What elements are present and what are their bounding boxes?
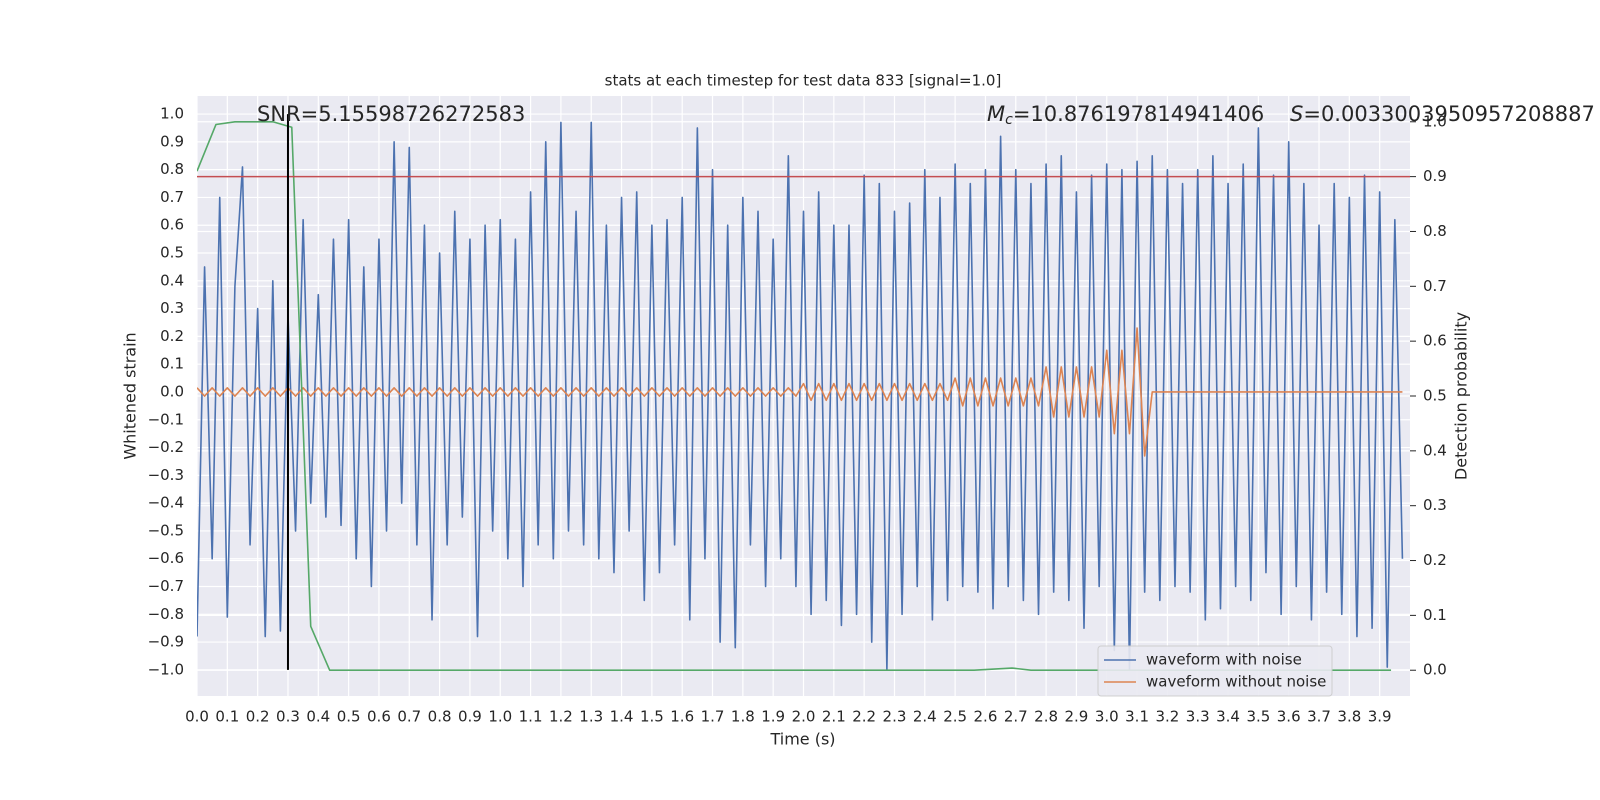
y-tick-label: 0.1 [160, 355, 184, 373]
s-symbol: S [1290, 102, 1303, 126]
y2-tick-label: 1.0 [1423, 112, 1447, 130]
y2-tick-label: 0.7 [1423, 277, 1447, 295]
y-tick-label: −0.4 [148, 494, 184, 512]
x-tick-label: 2.8 [1034, 708, 1058, 726]
x-tick-label: 2.4 [913, 708, 937, 726]
mc-subscript: c [1005, 112, 1013, 128]
y-tick-label: −1.0 [148, 660, 184, 678]
x-tick-label: 3.5 [1246, 708, 1270, 726]
y2-tick-label: 0.8 [1423, 222, 1447, 240]
y2-tick-label: 0.1 [1423, 606, 1447, 624]
x-tick-label: 0.8 [428, 708, 452, 726]
x-tick-label: 2.1 [822, 708, 846, 726]
y-tick-label: 0.7 [160, 188, 184, 206]
y2-tick-label: 0.3 [1423, 496, 1447, 514]
legend-label: waveform without noise [1146, 673, 1326, 691]
y-tick-label: −0.9 [148, 633, 184, 651]
x-tick-label: 1.9 [761, 708, 785, 726]
x-tick-label: 2.9 [1064, 708, 1088, 726]
x-tick-label: 3.6 [1277, 708, 1301, 726]
x-tick-label: 3.3 [1186, 708, 1210, 726]
x-tick-label: 1.8 [731, 708, 755, 726]
y-tick-label: 0.5 [160, 244, 184, 262]
x-tick-label: 1.3 [579, 708, 603, 726]
x-tick-label: 0.9 [458, 708, 482, 726]
y-tick-label: −0.6 [148, 549, 184, 567]
y2-tick-label: 0.4 [1423, 441, 1447, 459]
x-tick-label: 3.7 [1307, 708, 1331, 726]
y2-axis-label: Detection probability [1452, 312, 1471, 480]
x-tick-label: 3.8 [1337, 708, 1361, 726]
y-axis-label: Whitened strain [121, 332, 140, 459]
x-tick-label: 2.2 [852, 708, 876, 726]
x-tick-label: 2.0 [792, 708, 816, 726]
x-tick-label: 1.1 [519, 708, 543, 726]
y2-tick-label: 0.6 [1423, 332, 1447, 350]
y2-tick-label: 0.0 [1423, 661, 1447, 679]
x-tick-label: 0.3 [276, 708, 300, 726]
x-tick-label: 1.0 [488, 708, 512, 726]
x-tick-label: 0.2 [246, 708, 270, 726]
x-tick-label: 1.5 [640, 708, 664, 726]
mc-symbol: M [987, 102, 1005, 126]
x-tick-label: 1.4 [610, 708, 634, 726]
x-tick-label: 1.6 [670, 708, 694, 726]
snr-annotation: SNR=5.15598726272583 [257, 102, 525, 126]
y-tick-label: 1.0 [160, 105, 184, 123]
y-tick-label: 0.6 [160, 216, 184, 234]
y-tick-label: −0.8 [148, 605, 184, 623]
y-tick-label: −0.1 [148, 410, 184, 428]
y2-tick-label: 0.9 [1423, 167, 1447, 185]
y-tick-label: −0.5 [148, 521, 184, 539]
x-tick-label: 0.6 [367, 708, 391, 726]
x-tick-label: 3.1 [1125, 708, 1149, 726]
legend-label: waveform with noise [1146, 651, 1302, 669]
x-tick-label: 2.5 [943, 708, 967, 726]
y-tick-label: −0.2 [148, 438, 184, 456]
x-tick-label: 1.2 [549, 708, 573, 726]
s-value: =0.0033003950957208887 [1303, 102, 1595, 126]
series-line [197, 327, 1403, 457]
y-tick-label: 0.4 [160, 271, 184, 289]
legend-box [1097, 645, 1333, 697]
x-tick-label: 0.7 [397, 708, 421, 726]
x-tick-label: 2.3 [883, 708, 907, 726]
chart-title: stats at each timestep for test data 833… [605, 72, 1002, 90]
y-tick-label: −0.7 [148, 577, 184, 595]
y-tick-label: 0.9 [160, 132, 184, 150]
x-tick-label: 0.5 [337, 708, 361, 726]
mc-annotation: Mc=10.876197814941406 [987, 102, 1264, 128]
y2-tick-label: 0.5 [1423, 387, 1447, 405]
series-line [197, 121, 1404, 671]
s-annotation: S=0.0033003950957208887 [1290, 102, 1595, 126]
series-line [197, 120, 1392, 672]
x-tick-label: 0.1 [215, 708, 239, 726]
x-tick-label: 2.6 [974, 708, 998, 726]
y-tick-label: 0.0 [160, 382, 184, 400]
y-tick-label: 0.2 [160, 327, 184, 345]
x-tick-label: 0.0 [185, 708, 209, 726]
x-tick-label: 3.0 [1095, 708, 1119, 726]
x-tick-label: 3.4 [1216, 708, 1240, 726]
x-axis-label: Time (s) [769, 730, 835, 749]
x-tick-label: 2.7 [1004, 708, 1028, 726]
y2-tick-label: 0.2 [1423, 551, 1447, 569]
mc-value: =10.876197814941406 [1013, 102, 1264, 126]
x-tick-label: 3.9 [1368, 708, 1392, 726]
y-tick-label: 0.8 [160, 160, 184, 178]
y-tick-label: −0.3 [148, 466, 184, 484]
x-tick-label: 3.2 [1155, 708, 1179, 726]
x-tick-label: 0.4 [306, 708, 330, 726]
y-tick-label: 0.3 [160, 299, 184, 317]
x-tick-label: 1.7 [701, 708, 725, 726]
